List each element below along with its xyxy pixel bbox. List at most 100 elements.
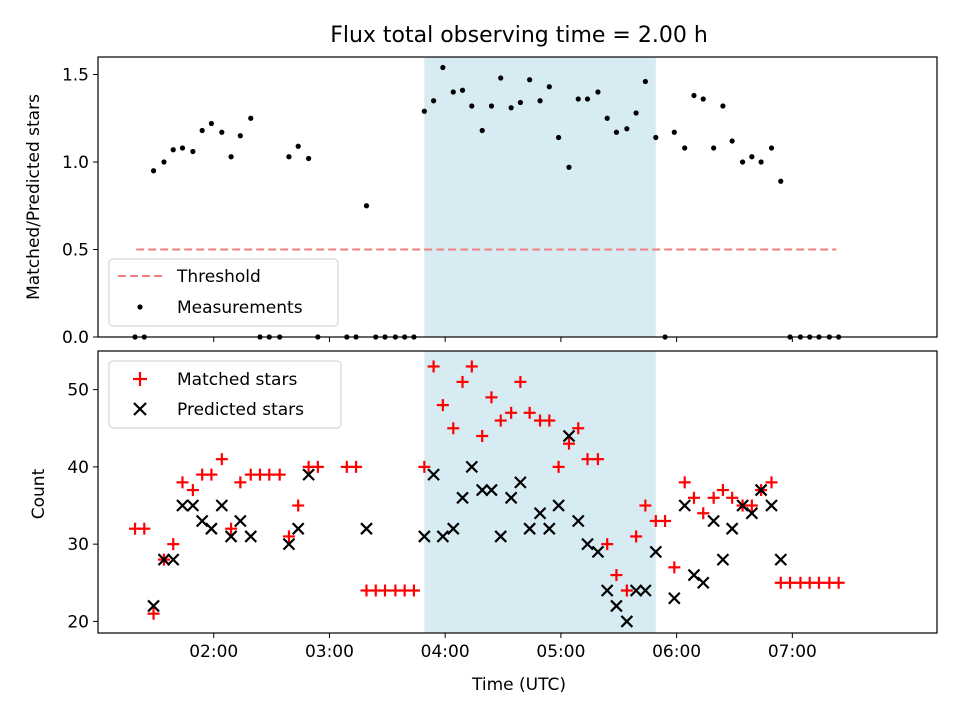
predicted-star-point [282,537,296,551]
ratio-y-axis-label: Matched/Predicted stars [24,94,44,300]
measurement-point [450,89,456,95]
predicted-star-point [571,514,585,528]
count-y-ticks: 20 30 40 50 [67,381,98,632]
predicted-star-point [745,506,759,520]
y-tick-label: 50 [67,381,89,401]
matched-legend-label: Matched stars [177,370,297,390]
measurement-point [488,103,495,109]
predicted-star-point [668,591,681,605]
predicted-star-point [234,514,247,528]
x-tick-label: 05:00 [536,642,585,662]
matched-star-point [147,607,160,620]
predicted-star-point [436,530,450,543]
x-axis-label: Time (UTC) [471,675,566,695]
matched-legend-swatch [133,372,147,386]
matched-star-point [514,375,527,388]
predicted-star-point [591,545,605,559]
matched-star-point [765,476,778,489]
predicted-star-point [446,522,460,535]
threshold-legend-label: Threshold [176,267,261,287]
measurement-point [248,115,254,121]
ratio-panel-frame [97,56,938,338]
predicted-star-point [754,483,768,497]
matched-star-point [572,422,585,435]
highlight-band [424,57,656,337]
predicted-star-point [696,576,710,590]
matched-star-point [292,499,305,512]
predicted-star-point [581,537,594,551]
matched-star-point [505,406,518,419]
matched-star-point [476,429,489,442]
predicted-star-point [629,584,643,597]
predicted-star-point [360,522,373,535]
y-tick-label: 0.0 [62,328,89,348]
measurement-point [700,96,706,102]
predicted-star-point [504,491,518,505]
predicted-star-point [475,483,489,497]
measurement-point [527,77,533,83]
highlight-band [424,351,656,633]
measurement-point [613,129,620,135]
measurement-point [584,96,591,102]
measurement-point [575,96,581,102]
matched-star-point [138,522,151,535]
predicted-star-point [205,522,218,535]
predicted-star-point [514,476,527,489]
matched-star-point [205,468,218,481]
matched-star-point [552,460,565,473]
predicted-star-point [543,522,556,535]
measurement-point [517,99,523,106]
measurement-point [508,105,514,111]
measurement-point [642,78,648,85]
measurement-point [306,155,312,162]
matched-star-point [784,576,797,589]
ratio-x-ticks [213,337,793,342]
predicted-star-point [157,553,171,566]
measurement-point [595,89,601,95]
predicted-star-point [418,530,431,543]
measurement-point [537,98,543,104]
predicted-legend-swatch [133,402,147,416]
matched-star-point [726,491,739,504]
measurement-point [498,75,504,81]
matched-star-point [186,484,199,497]
measurement-point [720,103,726,109]
matched-star-point [610,569,623,582]
measurement-point [778,178,784,184]
x-tick-label: 02:00 [189,642,238,662]
predicted-legend-label: Predicted stars [177,400,304,420]
predicted-star-point [485,483,498,497]
predicted-star-point [291,522,305,535]
matched-star-point [456,375,469,388]
x-tick-label: 04:00 [421,642,470,662]
measurement-point [758,159,764,165]
measurement-point [208,120,215,127]
matched-star-point [427,360,440,373]
matched-star-point [167,538,180,551]
matched-star-point [350,460,363,473]
measurement-point [768,145,775,151]
measurement-point [219,129,225,135]
measurement-point [150,168,157,174]
measurement-point [431,98,437,104]
predicted-star-point [600,584,614,597]
predicted-star-point [456,491,469,505]
matched-star-point [234,476,247,489]
predicted-star-point [649,545,663,559]
predicted-star-point [765,499,778,512]
x-tick-label: 06:00 [652,642,701,662]
predicted-star-point [215,499,229,512]
measurement-point [199,127,205,134]
matched-star-point [418,460,431,473]
y-tick-label: 40 [67,458,89,478]
y-tick-label: 20 [67,612,89,632]
predicted-star-point [620,615,634,628]
measurement-point [179,145,186,151]
count-y-axis-label: Count [29,468,49,519]
predicted-star-point [610,599,623,613]
measurement-point [459,87,466,93]
measurement-point [161,159,167,165]
measurement-point [295,143,301,149]
matched-star-point [745,499,758,512]
